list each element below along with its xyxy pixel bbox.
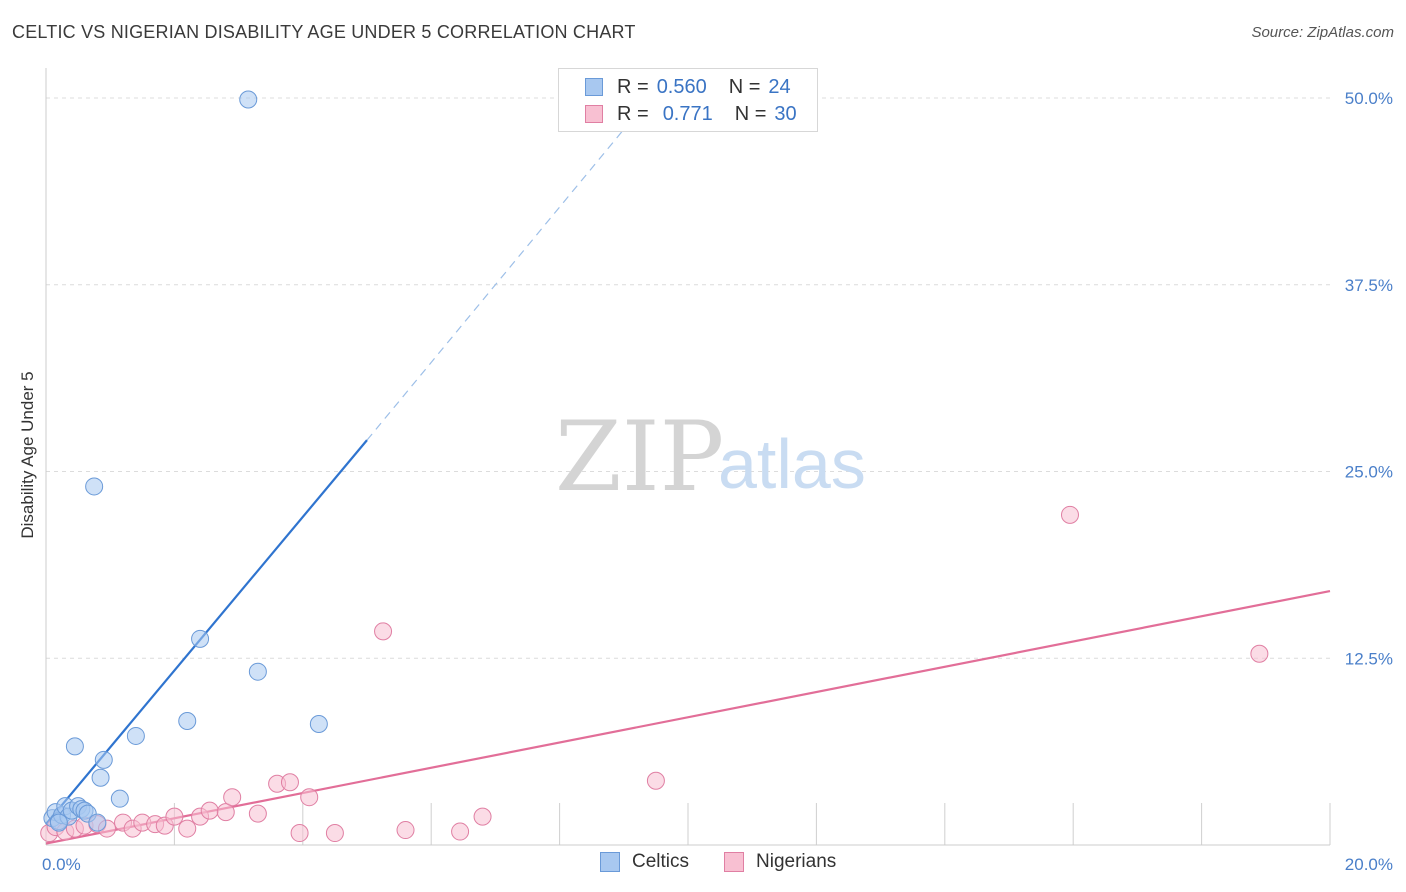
y-tick-label: 50.0% — [1345, 89, 1393, 108]
celtics-point — [191, 629, 210, 648]
nigerians-point — [290, 824, 309, 843]
tick-labels: 12.5% 25.0% 37.5% 50.0% 0.0% 20.0% — [42, 89, 1393, 874]
nigerians-point — [646, 771, 665, 790]
celtics-point — [65, 737, 84, 756]
legend-n-label: N = — [734, 102, 767, 125]
celtics-point — [126, 726, 145, 745]
legend-r-value: 0.560 — [656, 75, 707, 98]
legend-swatch-celtics — [585, 78, 603, 96]
series-label-nigerians: Nigerians — [756, 851, 837, 872]
celtics-point — [248, 662, 267, 681]
nigerians-point — [280, 773, 299, 792]
legend-row-celtics: R = 0.560 N = 24 — [585, 75, 791, 99]
nigerians-trend-line — [45, 589, 1331, 845]
celtics-point — [239, 90, 258, 109]
correlation-legend: R = 0.560 N = 24 R = 0.771 N = 30 — [558, 68, 818, 132]
legend-n-value: 24 — [768, 75, 791, 98]
legend-r-label: R = — [617, 102, 649, 125]
celtics-point — [94, 750, 113, 769]
data-points — [40, 90, 1269, 843]
nigerians-point — [325, 824, 344, 843]
celtics-point — [178, 711, 197, 730]
legend-row-nigerians: R = 0.771 N = 30 — [585, 102, 797, 126]
nigerians-point — [1250, 644, 1269, 663]
nigerians-point — [178, 819, 197, 838]
series-legend-celtics[interactable]: Celtics — [600, 851, 689, 873]
nigerians-point — [374, 622, 393, 641]
legend-n-label: N = — [728, 75, 761, 98]
legend-swatch-nigerians — [585, 105, 603, 123]
series-legend-nigerians[interactable]: Nigerians — [724, 851, 836, 873]
celtics-trend-line — [45, 439, 368, 825]
nigerians-point — [248, 804, 267, 823]
y-tick-label: 37.5% — [1345, 276, 1393, 295]
watermark: ZIP atlas — [555, 401, 866, 513]
nigerians-point — [165, 807, 184, 826]
celtics-point — [88, 813, 107, 832]
nigerians-point — [200, 801, 219, 820]
y-tick-label: 12.5% — [1345, 649, 1393, 668]
nigerians-point — [451, 822, 470, 841]
nigerians-point — [223, 788, 242, 807]
watermark-atlas: atlas — [718, 425, 866, 503]
nigerians-point — [300, 788, 319, 807]
celtics-point — [110, 789, 129, 808]
axes — [45, 68, 1330, 846]
nigerians-point — [473, 807, 492, 826]
celtics-point — [49, 813, 68, 832]
x-tick-label: 0.0% — [42, 855, 81, 874]
series-swatch-celtics — [600, 852, 620, 872]
nigerians-point — [1060, 505, 1079, 524]
x-tick-label: 20.0% — [1345, 855, 1393, 874]
nigerians-point — [396, 821, 415, 840]
legend-n-value: 30 — [774, 102, 797, 125]
series-label-celtics: Celtics — [632, 851, 690, 872]
nigerians-point — [216, 803, 235, 822]
series-legend: Celtics Nigerians — [0, 851, 1406, 877]
y-axis-title: Disability Age Under 5 — [18, 371, 37, 538]
chart-title: CELTIC VS NIGERIAN DISABILITY AGE UNDER … — [12, 22, 636, 42]
celtics-point — [85, 477, 104, 496]
watermark-zip: ZIP — [555, 401, 724, 513]
legend-r-label: R = — [617, 75, 649, 98]
celtics-trend-extension — [366, 90, 657, 441]
legend-r-value: 0.771 — [662, 102, 713, 125]
source-label: Source: ZipAtlas.com — [1251, 24, 1394, 41]
celtics-point — [309, 714, 328, 733]
series-swatch-nigerians — [724, 852, 744, 872]
y-tick-label: 25.0% — [1345, 463, 1393, 482]
celtics-point — [91, 768, 110, 787]
